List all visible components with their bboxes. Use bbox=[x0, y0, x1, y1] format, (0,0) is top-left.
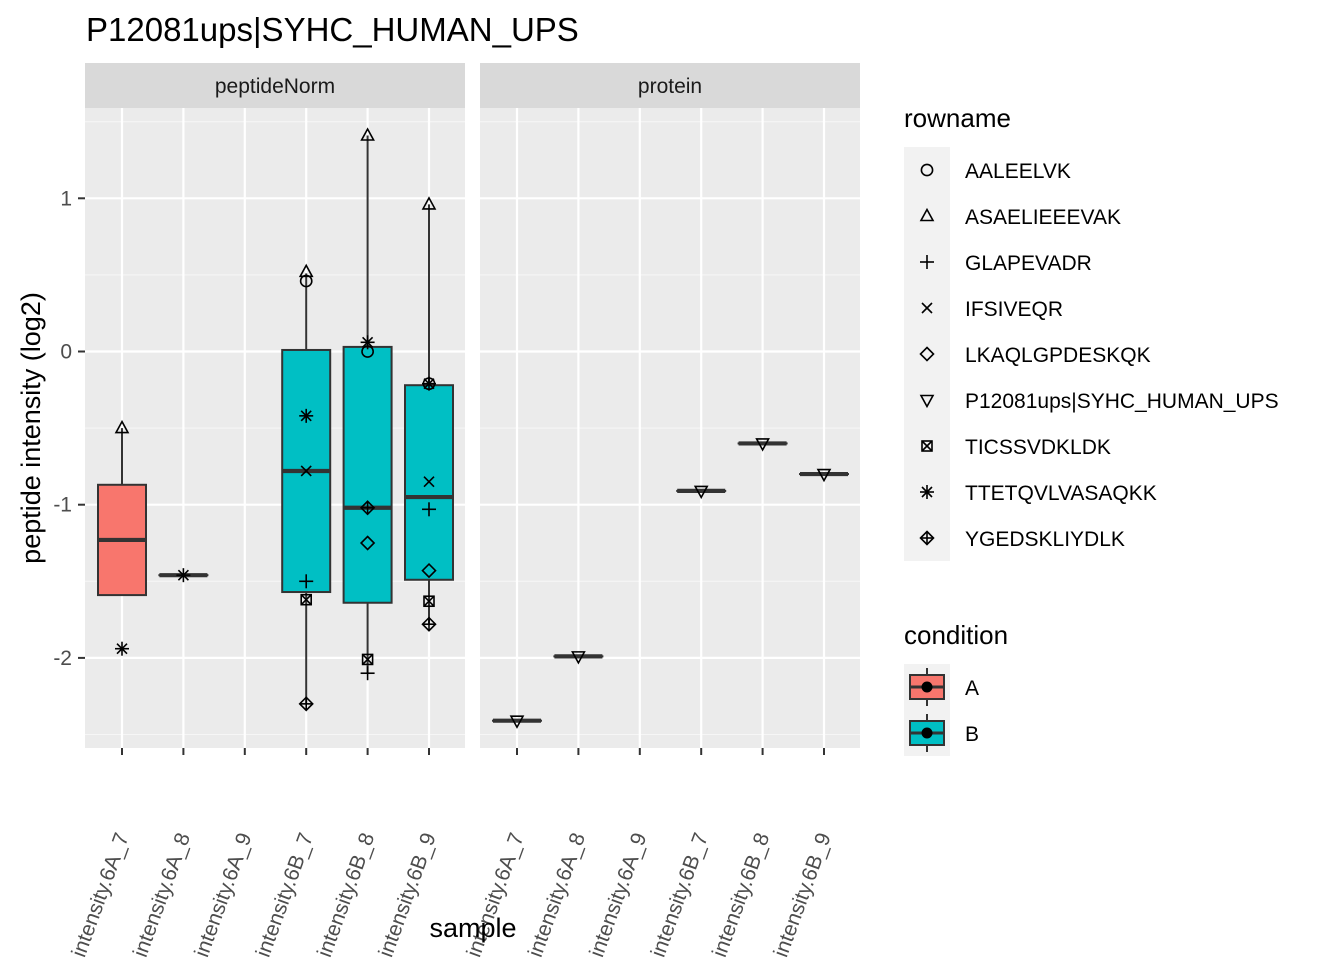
data-point bbox=[421, 562, 437, 579]
data-point bbox=[422, 502, 436, 517]
legend-entry-label: GLAPEVADR bbox=[965, 252, 1092, 275]
facet-panel-peptideNorm: peptideNormintensity.6A_7intensity.6A_8i… bbox=[68, 63, 465, 960]
legend-entry-label: TTETQVLVASAQKK bbox=[965, 482, 1157, 505]
legend-shape-plus-icon bbox=[920, 255, 934, 269]
legend: rowname AALEELVK ASAELIEEEVAK GLAPEVADR IFSI… bbox=[904, 103, 1279, 756]
legend-shape-circle-icon bbox=[920, 163, 934, 177]
x-tick-label: intensity.6A_9 bbox=[190, 830, 256, 960]
facet-strip-label: peptideNorm bbox=[215, 75, 335, 98]
facet-panel-protein: proteinintensity.6A_7intensity.6A_8inten… bbox=[463, 63, 860, 960]
y-tick-label: 1 bbox=[60, 187, 72, 210]
data-point bbox=[176, 568, 191, 583]
y-axis-label: peptide intensity (log2) bbox=[16, 292, 46, 564]
legend-shape-diamond-icon bbox=[919, 346, 935, 362]
x-axis-label: sample bbox=[429, 913, 516, 943]
legend-entry-label: B bbox=[965, 723, 979, 746]
legend-key bbox=[904, 377, 950, 423]
data-point bbox=[755, 438, 770, 452]
data-point bbox=[300, 593, 313, 606]
data-point bbox=[421, 616, 437, 632]
data-point bbox=[300, 465, 312, 477]
box-intensity.6A_7 bbox=[97, 428, 147, 597]
facet-strip bbox=[480, 63, 860, 108]
panels-layer: peptideNormintensity.6A_7intensity.6A_8i… bbox=[68, 63, 860, 960]
data-point bbox=[422, 376, 436, 391]
legend-title-rowname: rowname bbox=[904, 103, 1011, 133]
data-point bbox=[693, 485, 709, 500]
legend-shape-cross-icon bbox=[921, 302, 933, 314]
x-tick-label: intensity.6B_7 bbox=[252, 830, 318, 960]
data-point bbox=[423, 476, 435, 488]
legend-shape-asterisk-icon bbox=[920, 485, 934, 499]
legend-entry-label: YGEDSKLIYDLK bbox=[965, 528, 1125, 551]
facet-strip bbox=[85, 63, 465, 108]
legend-entry-label: P12081ups|SYHC_HUMAN_UPS bbox=[965, 390, 1279, 413]
legend-entry-label: IFSIVEQR bbox=[965, 298, 1063, 321]
data-point bbox=[114, 419, 130, 434]
legend-box-swatch bbox=[909, 668, 945, 706]
legend-shape-square-cross-icon bbox=[921, 440, 933, 452]
data-point bbox=[359, 500, 376, 516]
y-axis: 1 0 -1 -2 bbox=[53, 187, 85, 670]
legend-entry-label: AALEELVK bbox=[965, 160, 1071, 183]
facet-strip-label: protein bbox=[638, 75, 702, 98]
chart-title: P12081ups|SYHC_HUMAN_UPS bbox=[86, 11, 579, 48]
legend-box-swatch bbox=[909, 714, 945, 752]
legend-entry-label: ASAELIEEEVAK bbox=[965, 206, 1121, 229]
legend-shape-triangle-down-icon bbox=[919, 394, 935, 409]
data-point bbox=[361, 345, 374, 358]
data-point bbox=[571, 651, 586, 665]
data-point bbox=[816, 468, 832, 483]
legend-entry-label: TICSSVDKLDK bbox=[965, 436, 1111, 459]
x-tick-label: intensity.6B_8 bbox=[313, 830, 379, 960]
y-tick-label: 0 bbox=[60, 341, 72, 364]
x-tick-label: intensity.6A_8 bbox=[524, 830, 590, 960]
x-tick-label: intensity.6B_7 bbox=[647, 830, 713, 960]
legend-key bbox=[904, 147, 950, 193]
data-point bbox=[359, 535, 376, 551]
data-point bbox=[421, 196, 437, 210]
x-tick-label: intensity.6B_9 bbox=[770, 830, 836, 960]
legend-shape-triangle-icon bbox=[919, 207, 935, 222]
x-tick-label: intensity.6A_7 bbox=[68, 830, 134, 960]
data-point bbox=[360, 127, 375, 141]
data-point bbox=[360, 335, 375, 350]
data-point bbox=[299, 574, 314, 589]
box-intensity.6B_8 bbox=[342, 135, 393, 674]
data-point bbox=[115, 641, 129, 656]
data-point bbox=[298, 263, 314, 278]
box-body bbox=[342, 345, 393, 604]
y-tick-label: -2 bbox=[53, 647, 72, 670]
legend-key bbox=[904, 331, 950, 377]
data-point bbox=[509, 715, 525, 729]
x-tick-label: intensity.6A_8 bbox=[129, 830, 195, 960]
legend-title-condition: condition bbox=[904, 620, 1008, 650]
legend-key bbox=[904, 193, 950, 239]
data-point bbox=[423, 595, 435, 608]
legend-entry-label: A bbox=[965, 677, 979, 700]
data-point bbox=[361, 653, 374, 666]
data-point bbox=[299, 408, 314, 423]
legend-entry-label: LKAQLGPDESKQK bbox=[965, 344, 1151, 367]
legend-shape-diamond-plus-icon bbox=[919, 530, 935, 546]
data-point bbox=[299, 274, 313, 288]
data-point bbox=[360, 666, 375, 681]
x-tick-label: intensity.6A_9 bbox=[585, 830, 651, 960]
y-tick-label: -1 bbox=[53, 494, 72, 517]
x-tick-label: intensity.6B_8 bbox=[708, 830, 774, 960]
data-point bbox=[298, 696, 314, 712]
